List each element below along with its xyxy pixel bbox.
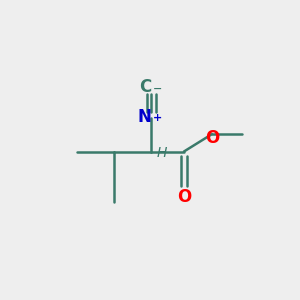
Text: O: O bbox=[205, 129, 219, 147]
Text: C: C bbox=[139, 78, 152, 96]
Text: O: O bbox=[177, 188, 191, 206]
Text: N: N bbox=[138, 108, 152, 126]
Text: −: − bbox=[153, 83, 162, 93]
Text: +: + bbox=[153, 113, 162, 124]
Text: H: H bbox=[157, 146, 167, 160]
